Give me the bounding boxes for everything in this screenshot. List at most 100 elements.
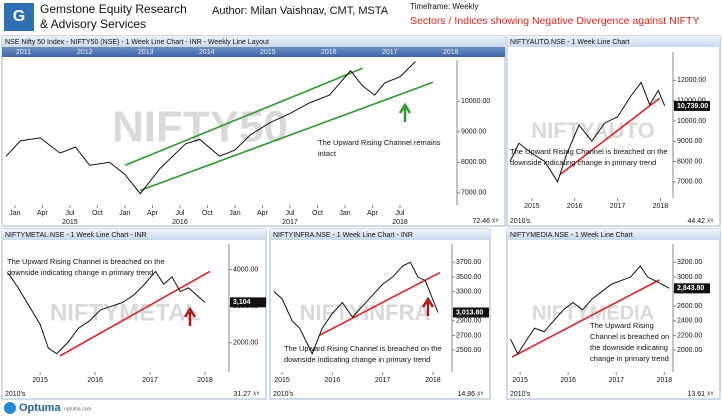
y-tick-label: 8000.00 <box>461 159 486 166</box>
annotation: The Upward Rising Channel is breached on… <box>7 257 165 266</box>
x-year-label: 2016 <box>172 219 188 226</box>
y-tick-label: 2200.00 <box>677 332 702 339</box>
logo-icon <box>4 3 34 31</box>
x-tick-label: 2018 <box>657 377 673 384</box>
brand-site: optuma.com <box>64 406 92 412</box>
watermark: NIFTYMEDIA <box>532 302 654 324</box>
title-bar <box>270 229 490 240</box>
y-tick-label: 2000.00 <box>677 347 702 354</box>
x-tick-label: 2017 <box>610 203 626 210</box>
panel-title: NSE Nifty 50 Index - NIFTY50 (NSE) - 1 W… <box>5 39 269 46</box>
x-tick-label: Apr <box>147 210 159 217</box>
price-line <box>273 261 439 355</box>
y-tick-label: 4000.00 <box>233 266 258 273</box>
x-tick-label: Jul <box>175 210 184 217</box>
x-tick-label: 2018 <box>197 377 213 384</box>
era-label: 2010's <box>273 391 294 398</box>
panel-frame <box>1 35 506 227</box>
company-name: & Advisory Services <box>40 17 146 31</box>
title-bar <box>507 36 720 47</box>
annotation: intact <box>318 149 337 158</box>
y-tick-label: 7000.00 <box>677 179 702 186</box>
footer-value: 31.27 <box>233 391 251 398</box>
logo-mark: G <box>13 8 25 25</box>
x-tick-label: 2017 <box>142 377 158 384</box>
price-line <box>5 61 416 195</box>
corner-button: XY <box>707 218 714 224</box>
y-tick-label: 8000.00 <box>677 158 702 165</box>
x-tick-label: Jul <box>65 210 74 217</box>
x-tick-label: 2018 <box>653 203 669 210</box>
title-bar <box>2 36 505 47</box>
overview-year: 2012 <box>77 49 93 56</box>
footer-value: 13.61 <box>687 391 705 398</box>
x-tick-label: Jul <box>396 210 405 217</box>
arrow <box>183 306 197 326</box>
annotation: the downside indicating <box>590 343 668 352</box>
title-bar <box>507 229 720 240</box>
chart-panel: NIFTYMETAL.NSE - 1 Week Line Chart - INR… <box>1 228 267 400</box>
corner-button: XY <box>707 391 714 397</box>
era-label: 2010's <box>5 391 26 398</box>
chart-panel: NIFTYINFRA.NSE - 1 Week Line Chart - INR… <box>269 228 491 400</box>
panel-title: NIFTYMETAL.NSE - 1 Week Line Chart - INR <box>5 232 147 239</box>
y-tick-label: 2000.00 <box>233 340 258 347</box>
corner-button: XY <box>477 391 484 397</box>
last-value-box <box>453 307 489 318</box>
panel-title: NIFTYAUTO.NSE - 1 Week Line Chart <box>510 39 629 46</box>
x-tick-label: 2018 <box>425 377 441 384</box>
corner-button: XY <box>253 391 260 397</box>
y-tick-label: 2600.00 <box>677 303 702 310</box>
overview-year: 2013 <box>138 49 154 56</box>
x-tick-label: 2017 <box>608 377 624 384</box>
x-year-label: 2015 <box>62 219 78 226</box>
arrow <box>421 296 435 316</box>
y-tick-label: 2900.00 <box>456 318 481 325</box>
panel-frame <box>506 35 721 227</box>
x-tick-label: Apr <box>257 210 269 217</box>
x-tick-label: Jan <box>9 210 20 217</box>
charts: NSE Nifty 50 Index - NIFTY50 (NSE) - 1 W… <box>1 35 721 400</box>
annotation: downside indicating change in primary tr… <box>284 355 430 364</box>
panel-title: NIFTYMEDIA.NSE - 1 Week Line Chart <box>510 232 633 239</box>
overview-year: 2016 <box>321 49 337 56</box>
watermark: NIFTYMETAL <box>50 299 200 326</box>
last-value-box <box>674 100 710 111</box>
footer-value: 44.42 <box>687 218 705 225</box>
corner-button: XY <box>492 218 499 224</box>
x-tick-label: Jan <box>119 210 130 217</box>
x-tick-label: 2015 <box>524 203 540 210</box>
x-tick-label: Apr <box>37 210 49 217</box>
overview-year: 2018 <box>443 49 459 56</box>
overview-year: 2015 <box>260 49 276 56</box>
footer-value: 14.86 <box>457 391 475 398</box>
x-tick-label: Jul <box>285 210 294 217</box>
y-tick-label: 3000.00 <box>677 274 702 281</box>
era-label: 2010's <box>510 391 531 398</box>
overview-strip <box>2 47 505 57</box>
trend-line <box>124 67 363 167</box>
last-value-box <box>674 283 710 294</box>
x-year-label: 2017 <box>282 219 298 226</box>
trend-line <box>318 271 441 337</box>
y-tick-label: 10000.00 <box>461 98 490 105</box>
last-value-label: 2,843.80 <box>677 285 704 292</box>
trend-line <box>140 81 434 192</box>
y-tick-label: 9000.00 <box>461 129 486 136</box>
annotation: The Upward Rising <box>590 321 654 330</box>
x-tick-label: Jan <box>339 210 350 217</box>
y-tick-label: 12000.00 <box>677 77 706 84</box>
brand: Optuma <box>19 402 61 414</box>
x-tick-label: 2015 <box>512 377 528 384</box>
annotation: The Upward Rising Channel is breached on… <box>284 344 442 353</box>
brand-icon <box>4 402 16 414</box>
x-tick-label: 2016 <box>560 377 576 384</box>
panel-title: NIFTYINFRA.NSE - 1 Week Line Chart - INR <box>273 232 413 239</box>
x-tick-label: Apr <box>367 210 379 217</box>
y-tick-label: 7000.00 <box>461 190 486 197</box>
annotation: The Upward Rising Channel is breached on… <box>510 147 668 156</box>
annotation: downside indicating change in primary tr… <box>7 268 153 277</box>
x-tick-label: Oct <box>202 210 213 217</box>
x-tick-label: 2015 <box>32 377 48 384</box>
company-name: Gemstone Equity Research <box>40 2 187 16</box>
